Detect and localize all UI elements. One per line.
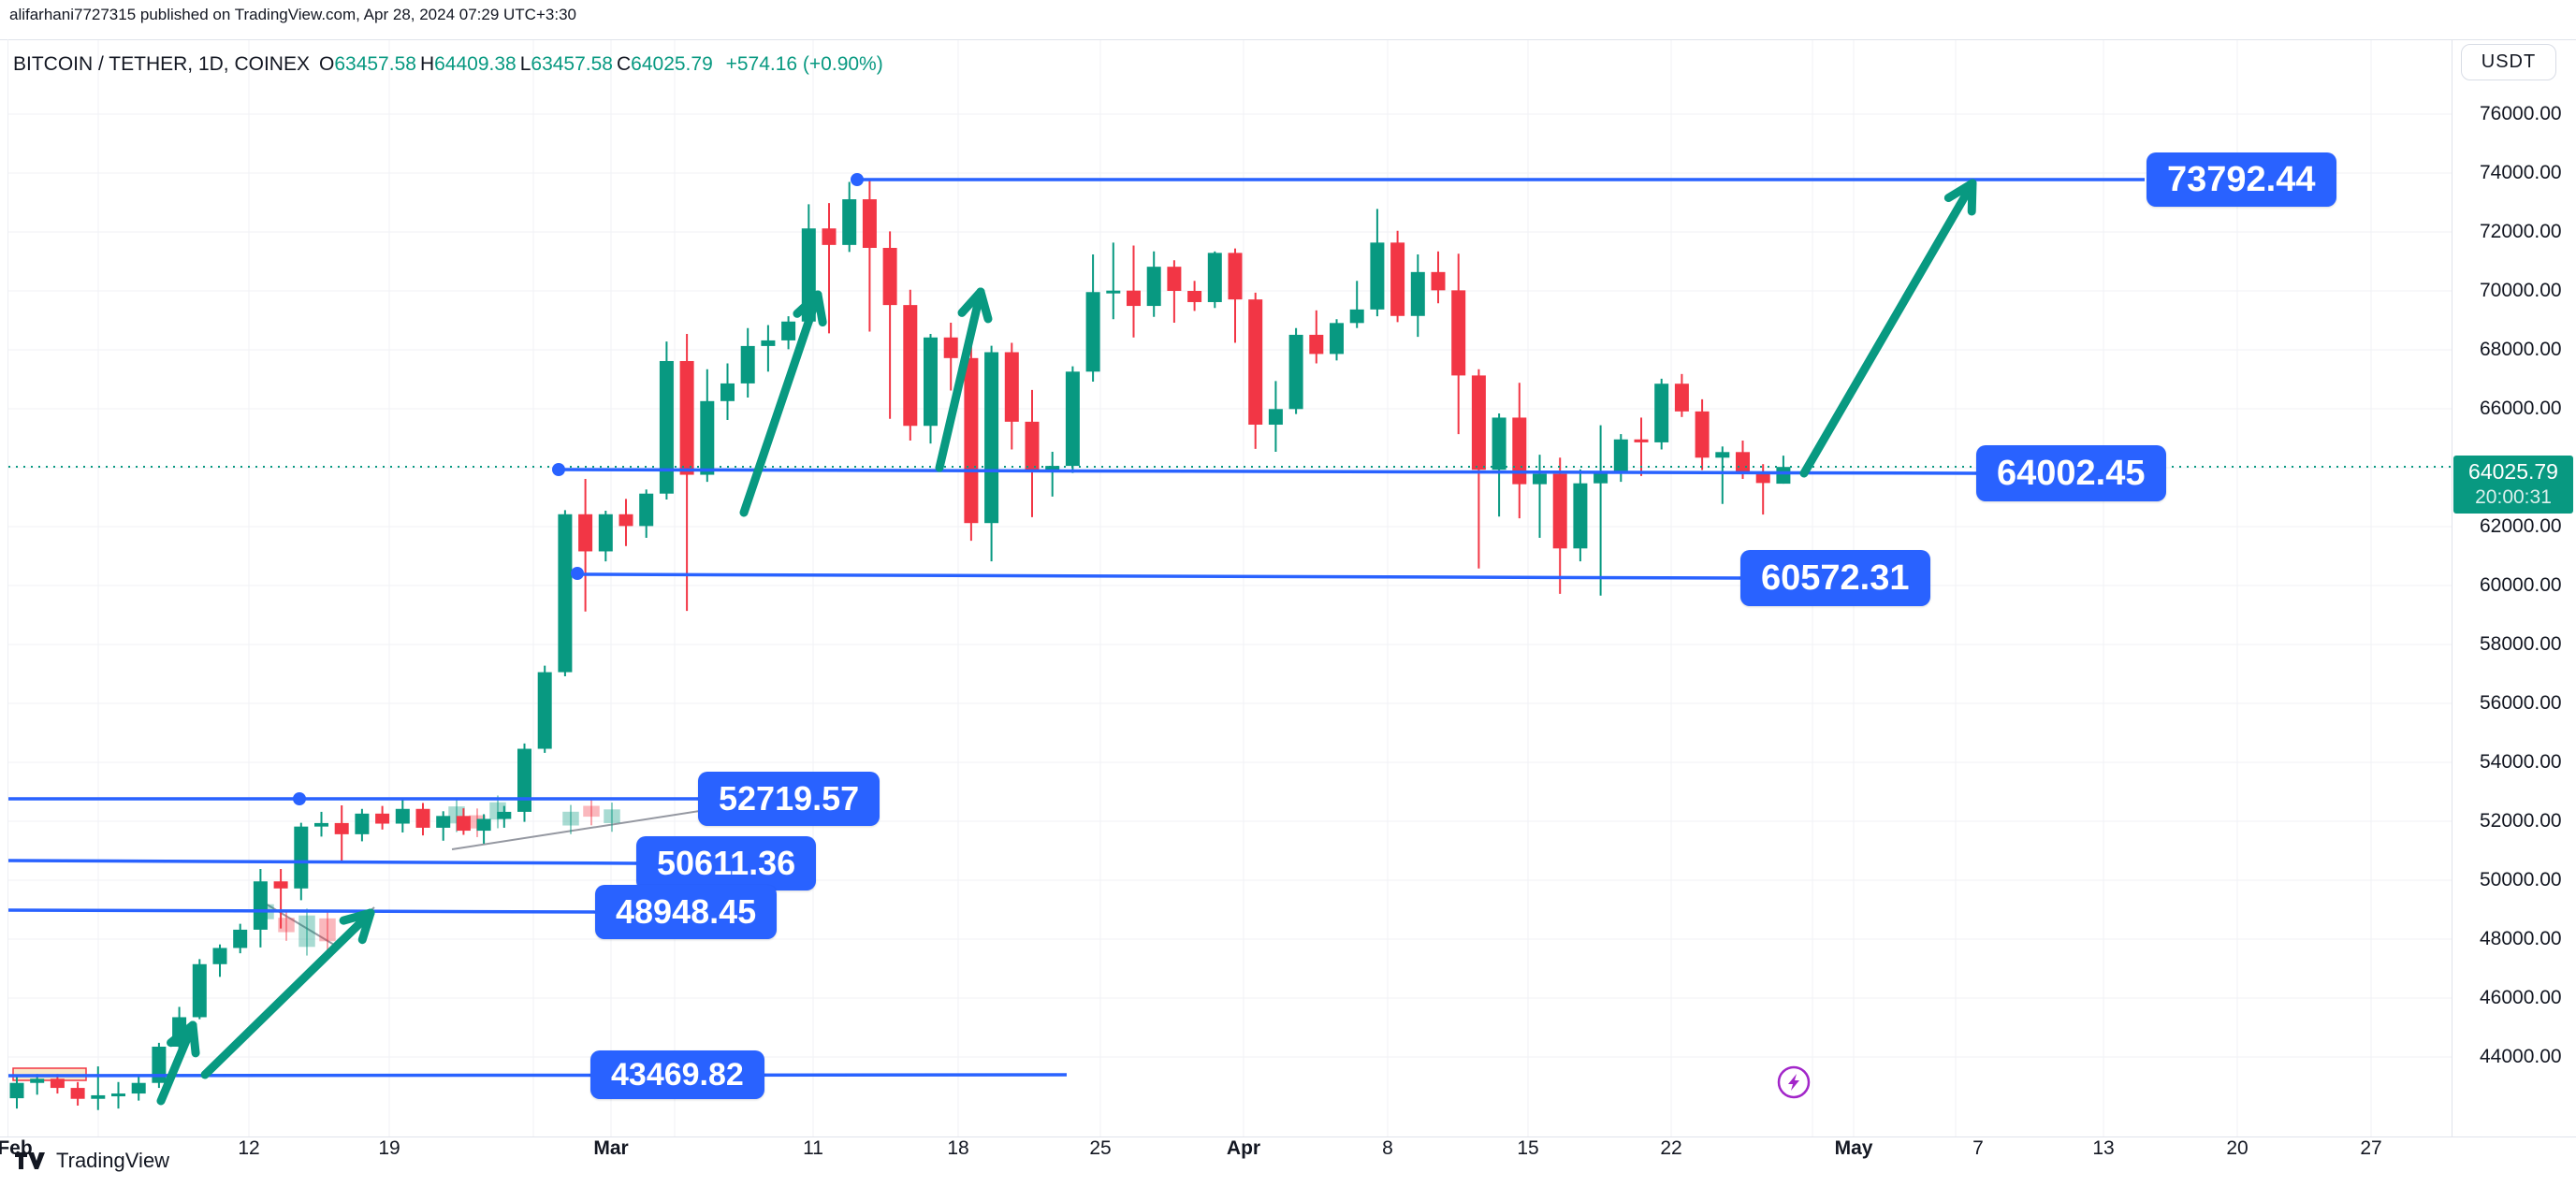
level-line[interactable] bbox=[558, 468, 1977, 475]
price-tick-label: 48000.00 bbox=[2480, 928, 2562, 949]
arrow-shaft[interactable] bbox=[200, 908, 375, 1079]
current-price-value: 64025.79 bbox=[2468, 459, 2558, 484]
price-tick-label: 62000.00 bbox=[2480, 515, 2562, 537]
time-tick-label: 22 bbox=[1660, 1137, 1682, 1159]
level-line[interactable] bbox=[576, 572, 1743, 580]
attribution-text: alifarhani7727315 published on TradingVi… bbox=[9, 6, 576, 23]
time-tick-label: 18 bbox=[947, 1137, 969, 1159]
price-tick-label: 72000.00 bbox=[2480, 221, 2562, 242]
ohlc-key: C bbox=[616, 53, 632, 75]
price-tick-label: 52000.00 bbox=[2480, 810, 2562, 832]
trend-arrows bbox=[156, 179, 1977, 1106]
ohlc-key: H bbox=[419, 53, 435, 75]
price-level-label[interactable]: 60572.31 bbox=[1740, 550, 1930, 606]
ohlc-key: O bbox=[319, 53, 335, 75]
arrow-head bbox=[957, 287, 985, 317]
arrow-shaft[interactable] bbox=[1799, 179, 1977, 478]
price-level-label[interactable]: 48948.45 bbox=[595, 885, 778, 939]
arrow-shaft[interactable] bbox=[935, 287, 985, 472]
price-tick-label: 70000.00 bbox=[2480, 280, 2562, 301]
ohlc-key: L bbox=[519, 53, 531, 75]
time-tick-label: 27 bbox=[2360, 1137, 2382, 1159]
level-line[interactable] bbox=[7, 859, 639, 865]
time-tick-label: 19 bbox=[378, 1137, 400, 1159]
bar-close-countdown: 20:00:31 bbox=[2475, 486, 2552, 508]
trend-levels bbox=[7, 173, 2145, 1078]
price-tick-label: 76000.00 bbox=[2480, 103, 2562, 124]
price-level-label[interactable]: 43469.82 bbox=[590, 1050, 764, 1099]
arrow-shaft[interactable] bbox=[156, 1021, 197, 1106]
tradingview-logo-text: TradingView bbox=[56, 1149, 170, 1172]
arrow-head bbox=[1943, 179, 1977, 203]
time-tick-label: 8 bbox=[1382, 1137, 1393, 1159]
time-tick-label: 11 bbox=[803, 1137, 823, 1159]
price-tick-label: 46000.00 bbox=[2480, 987, 2562, 1008]
level-anchor-dot[interactable] bbox=[293, 792, 306, 805]
level-line[interactable] bbox=[7, 908, 598, 914]
price-change: +574.16 (+0.90%) bbox=[725, 53, 883, 75]
candlestick-series bbox=[9, 179, 1791, 1110]
time-tick-label: 7 bbox=[1972, 1137, 1984, 1159]
ohlc-value: 63457.58 bbox=[334, 53, 416, 75]
level-line[interactable] bbox=[7, 1073, 1068, 1078]
pane-top-border bbox=[0, 39, 2576, 40]
ohlc-value: 64409.38 bbox=[434, 53, 517, 75]
time-tick-label: Apr bbox=[1226, 1137, 1261, 1159]
ohlc-value: 64025.79 bbox=[631, 53, 713, 75]
ohlc-value: 63457.58 bbox=[531, 53, 613, 75]
time-tick-label: 12 bbox=[238, 1137, 260, 1159]
level-anchor-dot[interactable] bbox=[571, 567, 584, 580]
price-tick-label: 50000.00 bbox=[2480, 869, 2562, 890]
level-anchor-dot[interactable] bbox=[851, 173, 864, 186]
flash-boost-icon[interactable] bbox=[1777, 1065, 1811, 1099]
ohlc-values: O63457.58 H64409.38 L63457.58 C64025.79 bbox=[319, 53, 717, 75]
time-tick-label: 20 bbox=[2226, 1137, 2249, 1159]
price-tick-label: 56000.00 bbox=[2480, 692, 2562, 714]
price-level-label[interactable]: 73792.44 bbox=[2147, 152, 2336, 207]
price-level-label[interactable]: 64002.45 bbox=[1976, 445, 2166, 501]
price-tick-label: 60000.00 bbox=[2480, 574, 2562, 596]
time-tick-label: May bbox=[1834, 1137, 1873, 1159]
symbol-legend[interactable]: BITCOIN / TETHER, 1D, COINEX O63457.58 H64… bbox=[13, 53, 887, 76]
time-tick-label: 13 bbox=[2092, 1137, 2115, 1159]
arrow-head bbox=[793, 290, 822, 318]
symbol-title: BITCOIN / TETHER, 1D, COINEX bbox=[13, 53, 310, 75]
tradingview-logo[interactable]: TradingView bbox=[15, 1149, 169, 1173]
arrow-head bbox=[167, 1021, 197, 1048]
ghost-candles bbox=[257, 795, 620, 956]
gridlines bbox=[8, 40, 2452, 1136]
tradingview-logo-icon bbox=[15, 1152, 45, 1169]
price-tick-label: 58000.00 bbox=[2480, 633, 2562, 655]
time-tick-label: Mar bbox=[593, 1137, 629, 1159]
arrow-head bbox=[339, 908, 375, 925]
pane-left-border bbox=[7, 39, 8, 1136]
current-price-badge[interactable]: 64025.79 20:00:31 bbox=[2453, 456, 2573, 514]
price-tick-label: 66000.00 bbox=[2480, 398, 2562, 419]
price-level-label[interactable]: 52719.57 bbox=[698, 772, 880, 826]
price-tick-label: 44000.00 bbox=[2480, 1046, 2562, 1067]
price-tick-label: 68000.00 bbox=[2480, 339, 2562, 360]
time-tick-label: 25 bbox=[1089, 1137, 1112, 1159]
time-tick-label: 15 bbox=[1517, 1137, 1539, 1159]
price-tick-label: 54000.00 bbox=[2480, 751, 2562, 773]
price-tick-label: 74000.00 bbox=[2480, 162, 2562, 183]
arrow-shaft[interactable] bbox=[739, 290, 822, 517]
level-anchor-dot[interactable] bbox=[552, 463, 565, 476]
currency-toggle-button[interactable]: USDT bbox=[2461, 44, 2556, 80]
time-axis-separator bbox=[0, 1136, 2576, 1137]
price-level-label[interactable]: 50611.36 bbox=[636, 836, 817, 890]
